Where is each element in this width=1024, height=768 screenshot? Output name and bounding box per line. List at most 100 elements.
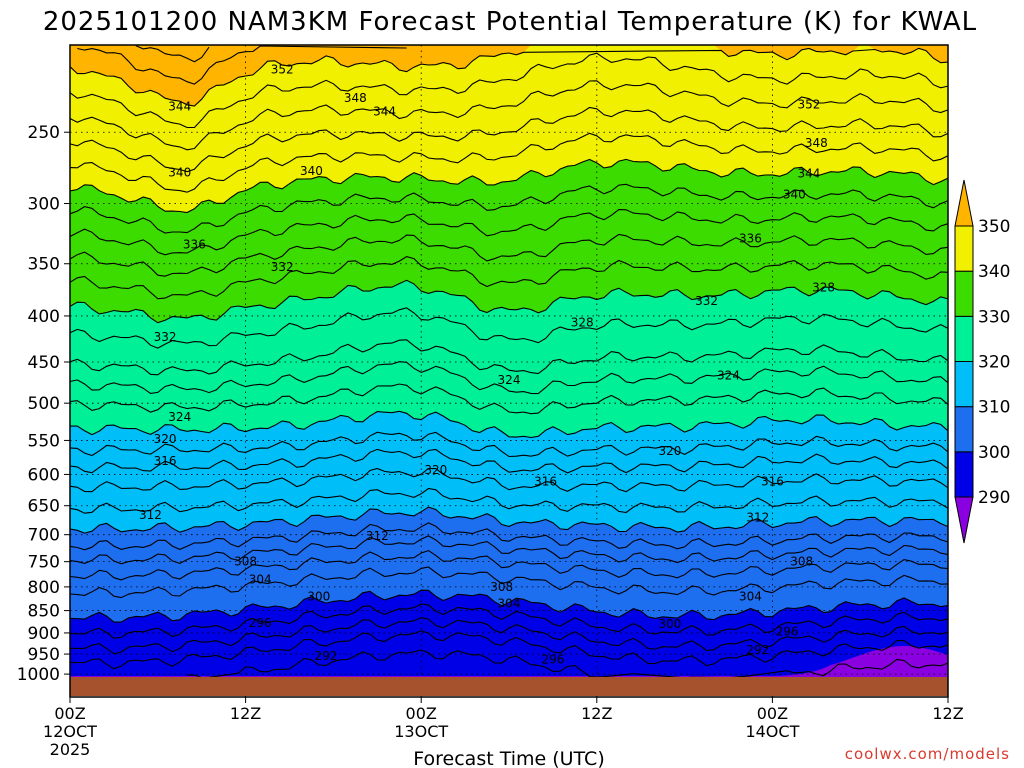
isentrope-334K: [69, 233, 949, 277]
ground-surface: [70, 677, 948, 696]
x-tick-label: 12OCT: [43, 722, 97, 741]
isentrope-348K: [69, 52, 949, 129]
plot-area: 352 348 344 344 352 348 344 340 340 340 336 336 332 3…: [69, 44, 949, 698]
colorbar-segment: [954, 451, 974, 498]
isentrope-344K: [69, 106, 949, 173]
y-tick-label: 350: [28, 255, 60, 275]
contour-label: 332: [695, 294, 718, 308]
contour-label: 308: [490, 580, 513, 594]
x-tick-label: 14OCT: [745, 722, 799, 741]
y-tick-label: 500: [28, 394, 60, 414]
isentrope-346K: [69, 80, 949, 151]
x-tick-label: 13OCT: [394, 722, 448, 741]
contour-label: 316: [154, 454, 177, 468]
colorbar-label: 290: [978, 488, 1010, 508]
contour-label: 344: [798, 167, 821, 181]
isentrope-350K: [69, 47, 949, 107]
isentrope-340K: [69, 158, 949, 214]
isentrope-322K: [69, 383, 949, 415]
isentrope-298K: [69, 603, 949, 639]
contour-label: 316: [534, 475, 557, 489]
contour-label: 336: [739, 231, 762, 245]
y-tick-label: 250: [28, 123, 60, 143]
isentrope-326K: [69, 339, 949, 376]
contour-label: 328: [571, 316, 594, 330]
colorbar-segment: [954, 361, 974, 408]
isentrope-338K: [69, 183, 949, 234]
contour-label: 324: [498, 373, 521, 387]
contour-label: 320: [659, 444, 682, 458]
contour-label: 352: [798, 98, 821, 112]
x-tick-label: 12Z: [230, 704, 261, 723]
contour-label: 312: [139, 508, 162, 522]
contour-label: 304: [498, 597, 521, 611]
isentrope-332K: [69, 256, 949, 300]
colorbar-label: 320: [978, 353, 1010, 373]
colorbar-label: 300: [978, 443, 1010, 463]
isentrope-304K: [69, 549, 949, 581]
isentrope-306K: [69, 535, 949, 565]
y-tick-label: 1000: [17, 665, 60, 685]
colorbar-segment: [954, 406, 974, 453]
contour-label: 324: [717, 369, 740, 383]
isentrope-308K: [69, 522, 949, 551]
colorbar-label: 340: [978, 262, 1010, 282]
contour-label: 296: [776, 625, 799, 639]
x-tick-label: 00Z: [54, 704, 85, 723]
x-tick-label: 00Z: [757, 704, 788, 723]
contour-label: 340: [300, 164, 323, 178]
isentrope-302K: [69, 566, 949, 599]
contour-label: 296: [249, 616, 272, 630]
colorbar-segment: [954, 315, 974, 363]
contour-label: 332: [271, 260, 294, 274]
colorbar-segment: [954, 225, 974, 272]
y-tick-label: 800: [28, 578, 60, 598]
isentrope-294K: [69, 630, 949, 670]
contour-label: 336: [183, 237, 206, 251]
isentrope-316K: [69, 448, 949, 474]
contour-label: 348: [805, 136, 828, 150]
contour-label: 308: [790, 555, 813, 569]
isentrope-312K: [69, 487, 949, 514]
x-tick-label: 12Z: [581, 704, 612, 723]
contour-label: 348: [344, 91, 367, 105]
contour-label: 344: [168, 99, 191, 113]
contour-label: 308: [234, 555, 257, 569]
contour-label: 316: [761, 475, 784, 489]
y-tick-label: 400: [28, 307, 60, 327]
isentrope-342K: [69, 132, 949, 193]
isentrope-318K: [69, 431, 949, 458]
contour-label: 324: [168, 410, 191, 424]
credit-text: coolwx.com/models: [845, 745, 1010, 763]
y-tick-label: 600: [28, 465, 60, 485]
contour-label: 320: [424, 463, 447, 477]
contour-label: 312: [366, 529, 389, 543]
isentrope-310K: [69, 506, 949, 534]
chart-title: 2025101200 NAM3KM Forecast Potential Tem…: [43, 7, 977, 37]
isentrope-contours: [69, 45, 949, 679]
y-tick-label: 450: [28, 353, 60, 373]
x-tick-label: 2025: [50, 740, 91, 759]
contour-label: 292: [315, 649, 338, 663]
contour-label: 304: [739, 590, 762, 604]
y-tick-label: 850: [28, 602, 60, 622]
contour-labels: 352 348 344 344 352 348 344 340 340 340 336 336 332 3…: [139, 63, 835, 667]
y-tick-label: 700: [28, 526, 60, 546]
isentrope-296K: [69, 617, 949, 655]
y-tick-label: 950: [28, 645, 60, 665]
temperature-bands: [70, 45, 948, 678]
isentrope-314K: [69, 467, 949, 493]
x-tick-label: 00Z: [406, 704, 437, 723]
colorbar-label: 330: [978, 307, 1010, 327]
contour-label: 328: [812, 281, 835, 295]
y-tick-label: 650: [28, 497, 60, 517]
isentrope-320K: [69, 410, 949, 439]
band-350-plus: [70, 45, 948, 106]
colorbar-label: 310: [978, 398, 1010, 418]
isentrope-336K: [69, 209, 949, 256]
y-tick-label: 300: [28, 194, 60, 214]
contour-label: 304: [249, 572, 272, 586]
isentrope-354K: [135, 45, 210, 63]
